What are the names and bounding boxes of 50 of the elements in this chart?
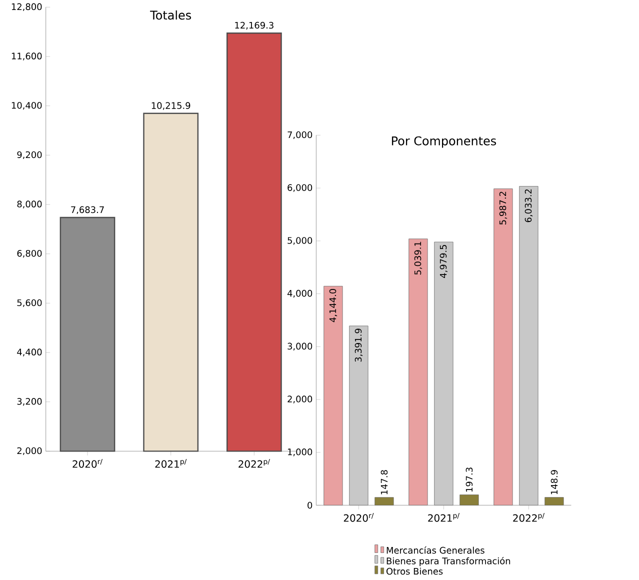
data-label: 5,987.2 (499, 192, 508, 224)
bar (434, 242, 454, 506)
bar (519, 186, 538, 506)
data-label: 147.8 (380, 470, 388, 494)
y-tick-label: 6,000 (288, 184, 312, 192)
x-tick-label: 2020$^{r/}$ (344, 512, 374, 522)
chart-title: Totales (150, 10, 192, 20)
x-tick-label: 2020$^{r/}$ (72, 458, 103, 468)
y-tick-label: 7,000 (288, 131, 312, 140)
data-label: 4,979.5 (440, 244, 448, 278)
bar (349, 326, 368, 506)
bar (544, 497, 564, 506)
chart-title: Por Componentes (392, 136, 496, 148)
y-tick-label: 5,600 (17, 299, 42, 308)
y-tick-label: 8,000 (17, 200, 42, 208)
y-tick-label: 4,400 (17, 348, 42, 356)
x-tick-label: 2022$^{p/}$ (513, 512, 545, 522)
y-tick-label: 6,800 (17, 250, 42, 258)
data-label: 10,215.9 (152, 102, 190, 110)
data-label: 148.9 (550, 470, 558, 494)
y-tick-label: 2,000 (288, 396, 312, 404)
y-tick-label: 12,800 (12, 3, 42, 12)
y-tick-label: 1,000 (288, 448, 312, 456)
y-tick-label: 3,000 (288, 342, 312, 350)
bar (408, 238, 428, 506)
bar (460, 494, 479, 506)
y-tick-label: 5,000 (288, 237, 312, 245)
y-tick-label: 0 (308, 502, 312, 509)
data-label: 6,033.2 (524, 189, 533, 222)
x-tick-label: 2022$^{p/}$ (238, 458, 270, 468)
bar (494, 188, 513, 506)
y-tick-label: 10,400 (12, 102, 42, 110)
bar (374, 497, 394, 506)
y-tick-label: 9,200 (17, 151, 42, 160)
data-label: 5,039.1 (414, 242, 422, 275)
data-label: 197.3 (466, 468, 473, 492)
bar (324, 286, 343, 506)
data-label: 7,683.7 (71, 206, 104, 214)
y-tick-label: 2,000 (17, 447, 42, 456)
legend-label: Mercancías Generales (386, 546, 484, 554)
legend-label: Otros Bienes (386, 568, 443, 575)
x-tick-label: 2021$^{p/}$ (155, 458, 187, 468)
data-label: 12,169.3 (235, 22, 274, 30)
data-label: 4,144.0 (329, 288, 338, 322)
x-tick-label: 2021$^{p/}$ (428, 512, 460, 522)
y-tick-label: 4,000 (287, 290, 312, 298)
y-tick-label: 11,600 (12, 52, 42, 60)
y-tick-label: 3,200 (17, 398, 42, 406)
data-label: 3,391.9 (354, 328, 363, 362)
legend-label: Bienes para Transformación (386, 557, 510, 566)
